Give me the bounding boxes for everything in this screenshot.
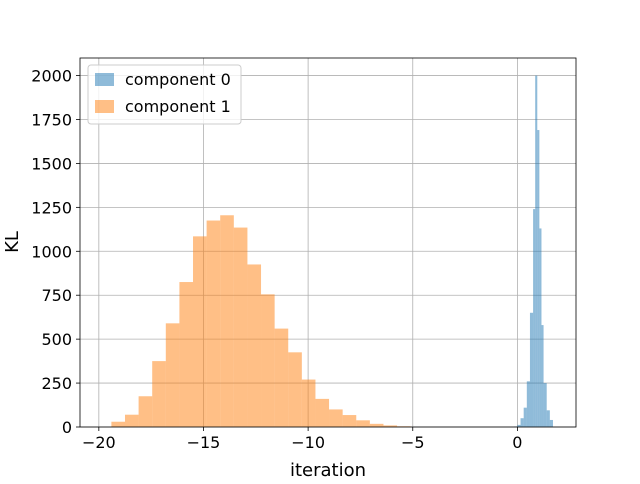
histogram-bar	[261, 294, 275, 427]
histogram-bar	[138, 396, 153, 427]
legend: component 0 component 1	[87, 64, 242, 125]
legend-label-component-1: component 1	[125, 97, 231, 116]
histogram-bar	[342, 415, 357, 427]
grid-lines	[80, 58, 576, 428]
plot-area-frame	[79, 57, 577, 428]
y-tick-label: 0	[62, 418, 72, 437]
x-tick-label: −10	[291, 433, 325, 452]
axes	[79, 57, 577, 428]
histogram-bar	[301, 379, 316, 427]
histogram-bar	[537, 130, 540, 428]
y-axis-label: KL	[2, 231, 23, 253]
y-tick-label: 1250	[31, 198, 72, 217]
histogram-bar	[535, 75, 538, 428]
x-tick-label: −15	[187, 433, 221, 452]
histogram-bar	[520, 418, 524, 427]
histogram-bar	[356, 420, 370, 427]
histogram-bar	[541, 325, 544, 427]
histogram-bar	[329, 409, 343, 427]
histogram-bar	[539, 228, 542, 427]
histogram-bar	[523, 407, 527, 427]
histogram-bar	[315, 398, 330, 427]
legend-swatch-component-0	[95, 73, 114, 86]
histogram-bar	[247, 264, 262, 427]
y-tick-label: 1500	[31, 154, 72, 173]
histogram-bar	[274, 328, 289, 427]
x-axis-label: iteration	[290, 460, 366, 480]
histogram-bar	[220, 215, 234, 427]
histogram-bar	[233, 227, 248, 427]
tick-marks: −20 −15 −10 −5 0 0 250 500 750 1000 1250 1500 1750 20…	[31, 67, 522, 452]
y-tick-label: 500	[41, 330, 72, 349]
histogram-bar	[152, 361, 166, 427]
histogram-bar	[529, 312, 534, 427]
y-tick-label: 750	[41, 286, 72, 305]
y-tick-label: 2000	[31, 67, 72, 86]
x-tick-label: −5	[401, 433, 425, 452]
histogram-bar	[124, 414, 139, 427]
legend-swatch-component-1	[95, 100, 114, 113]
histogram-bar	[383, 425, 398, 427]
histogram-bar	[288, 352, 302, 427]
series-1-bars	[111, 215, 411, 427]
histogram-bar	[369, 423, 384, 427]
legend-label-component-0: component 0	[125, 70, 231, 89]
histogram-bar	[206, 220, 221, 427]
histogram-bar	[549, 419, 553, 427]
histogram-bar	[111, 421, 125, 427]
x-tick-label: −20	[82, 433, 116, 452]
histogram-bar	[546, 410, 550, 427]
histogram-bar	[526, 381, 530, 427]
histogram-bar	[543, 383, 547, 427]
y-tick-label: 1750	[31, 111, 72, 130]
series-0-bars	[514, 75, 553, 428]
y-tick-label: 1000	[31, 242, 72, 261]
histogram-bar	[165, 323, 180, 427]
histogram-bar	[517, 424, 521, 427]
x-tick-label: 0	[512, 433, 522, 452]
histogram-bar	[193, 236, 207, 427]
y-tick-label: 250	[41, 374, 72, 393]
histogram-bar	[179, 282, 194, 427]
histogram-bar	[533, 209, 536, 427]
legend-box	[87, 64, 242, 125]
histogram-bars	[111, 75, 553, 428]
